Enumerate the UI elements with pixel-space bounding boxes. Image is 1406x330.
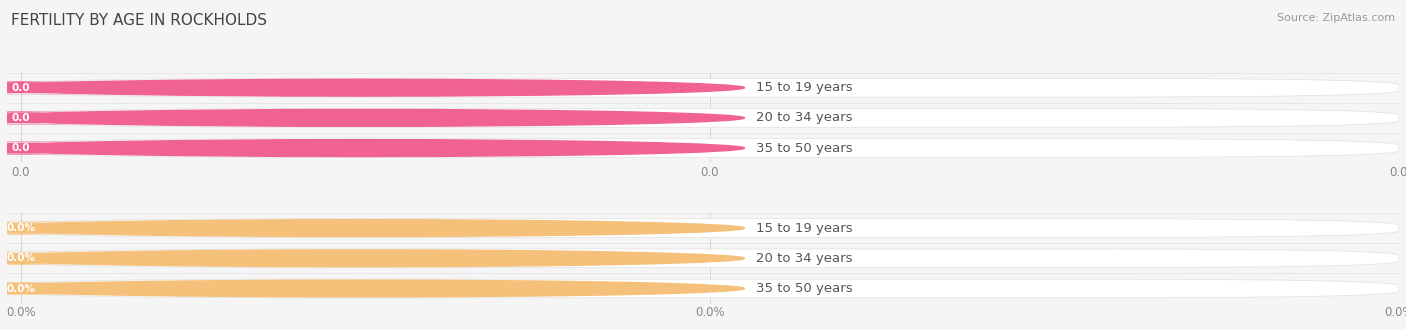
Circle shape [0,220,745,237]
Text: 20 to 34 years: 20 to 34 years [755,252,852,265]
Text: 0.0%: 0.0% [6,283,35,293]
FancyBboxPatch shape [0,81,122,94]
FancyBboxPatch shape [14,139,1399,157]
Text: 0.0: 0.0 [11,143,30,153]
Text: 35 to 50 years: 35 to 50 years [755,282,852,295]
Text: 15 to 19 years: 15 to 19 years [755,222,852,235]
FancyBboxPatch shape [0,142,122,155]
Text: 0.0%: 0.0% [6,253,35,263]
Text: FERTILITY BY AGE IN ROCKHOLDS: FERTILITY BY AGE IN ROCKHOLDS [11,13,267,28]
Circle shape [0,250,745,267]
Text: Source: ZipAtlas.com: Source: ZipAtlas.com [1277,13,1395,23]
FancyBboxPatch shape [0,111,122,124]
FancyBboxPatch shape [0,221,122,235]
Text: 0.0: 0.0 [11,83,30,93]
Circle shape [0,79,745,96]
FancyBboxPatch shape [0,252,122,265]
FancyBboxPatch shape [14,78,1399,97]
Text: 15 to 19 years: 15 to 19 years [755,81,852,94]
Text: 0.0: 0.0 [11,113,30,123]
FancyBboxPatch shape [14,249,1399,268]
FancyBboxPatch shape [14,109,1399,127]
Circle shape [0,280,745,297]
Text: 20 to 34 years: 20 to 34 years [755,112,852,124]
FancyBboxPatch shape [14,279,1399,298]
FancyBboxPatch shape [0,282,122,295]
Text: 0.0%: 0.0% [6,223,35,233]
Circle shape [0,110,745,126]
Circle shape [0,140,745,156]
Text: 35 to 50 years: 35 to 50 years [755,142,852,154]
FancyBboxPatch shape [14,219,1399,238]
